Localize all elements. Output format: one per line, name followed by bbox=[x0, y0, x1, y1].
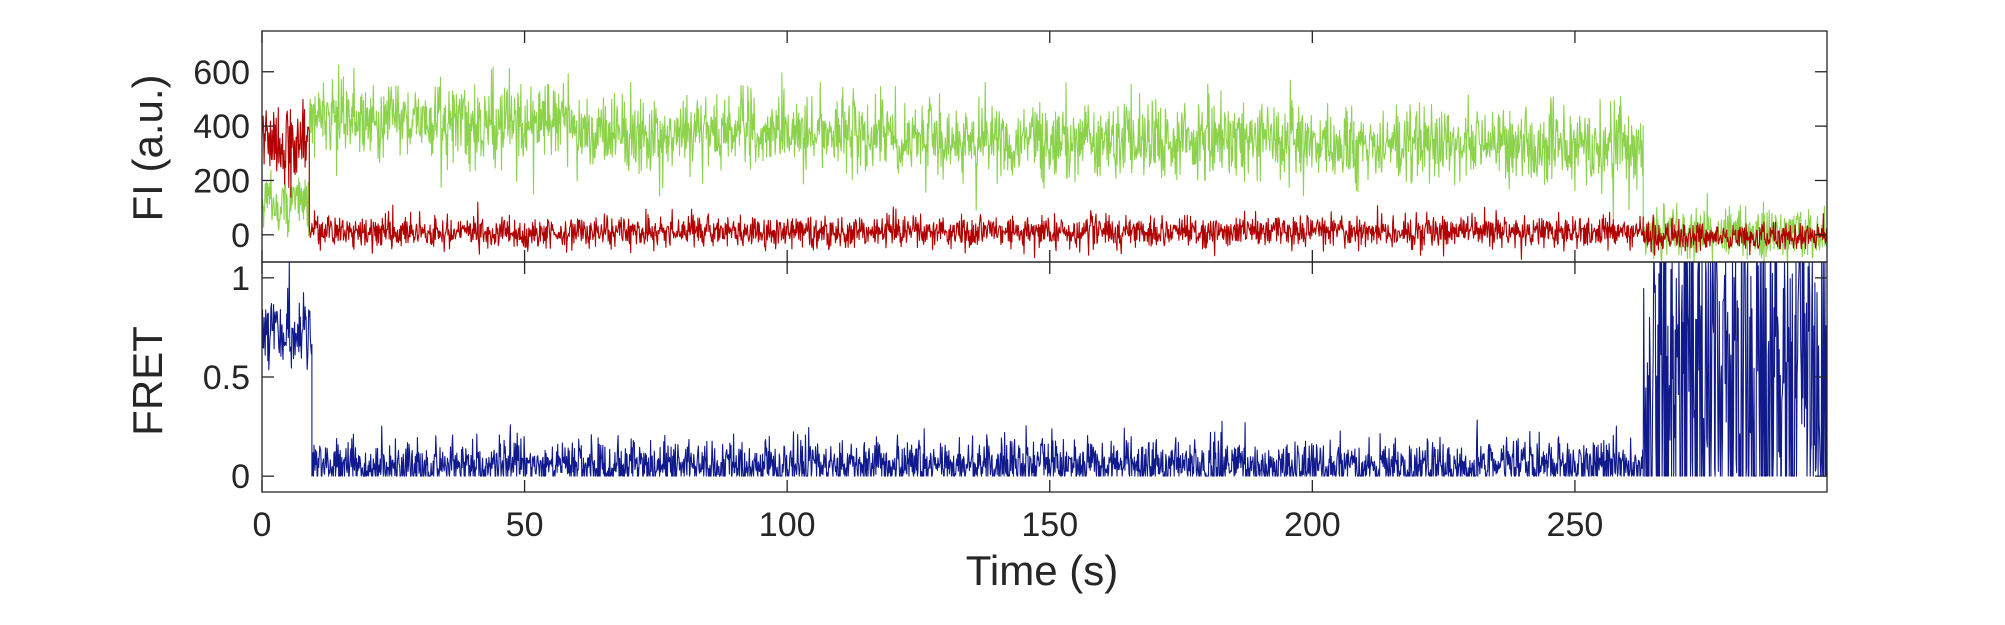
x-tick-label: 150 bbox=[1021, 506, 1078, 544]
series-0-1-line bbox=[262, 98, 1827, 260]
fret-panel: 0 50 100 150 200 250 0 0.5 1 bbox=[203, 260, 1828, 544]
x-tick-label: 50 bbox=[506, 506, 544, 544]
fi-axis-title: FI (a.u.) bbox=[124, 74, 171, 221]
x-tick-label: 250 bbox=[1547, 506, 1604, 544]
series-1-0-line bbox=[262, 262, 1827, 477]
x-tick-label: 0 bbox=[253, 506, 272, 544]
y-tick-label: 0.5 bbox=[203, 359, 250, 397]
y-tick-label: 1 bbox=[231, 260, 250, 298]
fluorescence-panel: 0 200 400 600 bbox=[193, 30, 1828, 263]
y-tick-label: 0 bbox=[231, 217, 250, 255]
x-tick-label: 200 bbox=[1284, 506, 1341, 544]
y-tick-label: 600 bbox=[193, 54, 250, 92]
y-tick-label: 0 bbox=[231, 458, 250, 496]
x-tick-label: 100 bbox=[759, 506, 816, 544]
fret-axis-title: FRET bbox=[124, 326, 171, 436]
y-tick-label: 400 bbox=[193, 108, 250, 146]
series-0-0-line bbox=[262, 64, 1827, 262]
x-axis-title: Time (s) bbox=[966, 547, 1118, 594]
y-tick-label: 200 bbox=[193, 162, 250, 200]
